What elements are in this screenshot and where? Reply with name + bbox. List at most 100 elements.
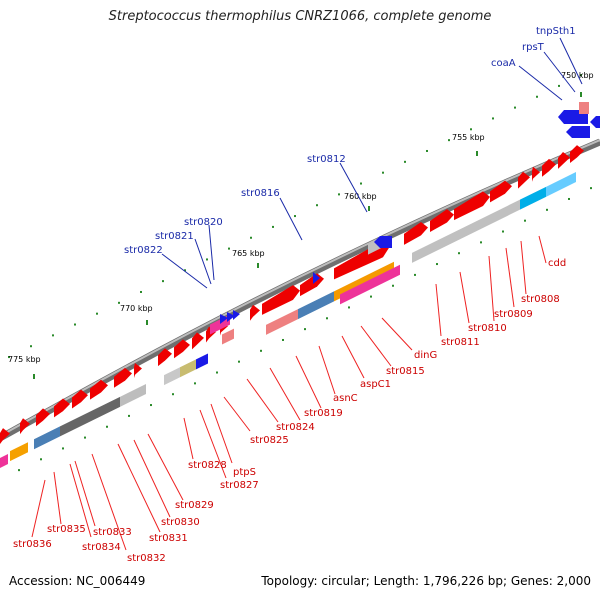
tick-dot (172, 393, 174, 396)
blue-leader-lines (161, 37, 583, 289)
gene-arrow (532, 166, 540, 182)
gene-label-rpst: rpsT (522, 42, 545, 53)
annotation-bar (0, 454, 8, 468)
gene-label-str0828: str0828 (188, 460, 227, 471)
tick-dot (194, 382, 196, 385)
scale-tick (368, 206, 370, 211)
accession-text: Accession: NC_006449 (9, 574, 146, 588)
tick-dot (294, 215, 296, 218)
tick-dot (458, 252, 460, 255)
reverse-gene-arrow (566, 126, 590, 138)
gene-label-str0815: str0815 (386, 366, 425, 377)
gene-label-str0836: str0836 (13, 539, 52, 550)
scale-label-760: 760 kbp (344, 192, 377, 201)
reverse-gene-arrow (220, 314, 228, 324)
scale-tick (33, 374, 35, 379)
tick-dot (316, 204, 318, 207)
scale-tick (580, 92, 582, 97)
gene-label-str0822: str0822 (124, 245, 163, 256)
gene-label-str0819: str0819 (304, 408, 343, 419)
tick-dot (250, 236, 252, 239)
tick-dot (228, 247, 230, 250)
tick-dot (546, 208, 548, 211)
reverse-gene-arrow (374, 236, 392, 248)
gene-label-tnpsth1: tnpSth1 (536, 26, 576, 37)
annotation-bar (164, 367, 180, 386)
scale-label-775: 775 kbp (8, 355, 41, 364)
gene-label-str0833: str0833 (93, 527, 132, 538)
gene-arrow (134, 362, 142, 378)
gene-arrow (158, 348, 172, 367)
tick-dot (128, 414, 130, 417)
gene-label-str0832: str0832 (127, 553, 166, 564)
gene-label-str0835: str0835 (47, 524, 86, 535)
tick-dot (370, 295, 372, 298)
tick-dot (580, 74, 582, 77)
tick-dot (96, 312, 98, 315)
annotation-bar (60, 396, 120, 437)
tick-dot (282, 338, 284, 341)
tick-dot (238, 360, 240, 363)
tick-dot (304, 328, 306, 331)
gene-arrow (192, 332, 204, 350)
tick-dot (206, 258, 208, 261)
tick-dot (568, 197, 570, 200)
annotation-bar (196, 353, 208, 370)
scale-label-755: 755 kbp (452, 133, 485, 142)
tick-dot (106, 425, 108, 428)
annotation-bar (34, 426, 60, 450)
gene-arrow (454, 191, 490, 221)
tick-dot (8, 356, 10, 359)
annotation-bar (222, 328, 234, 345)
tick-dot (18, 469, 20, 472)
scale-label-765: 765 kbp (232, 249, 265, 258)
gene-arrow (262, 285, 300, 315)
tick-dot (514, 106, 516, 109)
scale-label-770: 770 kbp (120, 304, 153, 313)
annotation-bar (340, 264, 400, 305)
gene-label-str0827: str0827 (220, 480, 259, 491)
tick-dot (272, 225, 274, 228)
red-leader-lines (31, 235, 547, 551)
reverse-gene-arrow (227, 312, 235, 322)
gene-arrow (90, 379, 108, 400)
tick-dot (470, 128, 472, 131)
tick-dots (8, 74, 592, 472)
tick-dot (502, 230, 504, 233)
tick-dot (84, 436, 86, 439)
gene-arrow (36, 408, 50, 427)
gene-arrow (20, 418, 30, 435)
gene-label-str0830: str0830 (161, 517, 200, 528)
annotation-bar (298, 291, 334, 320)
gene-arrow (250, 304, 260, 321)
reverse-gene-arrow (313, 272, 320, 284)
gene-label-str0825: str0825 (250, 435, 289, 446)
tick-dot (162, 280, 164, 283)
annotation-bar (10, 442, 28, 462)
scale-label-750: 750 kbp (561, 71, 594, 80)
gene-label-ding: dinG (414, 350, 437, 361)
annotation-bar (266, 309, 298, 335)
tick-dot (392, 284, 394, 287)
gene-label-str0834: str0834 (82, 542, 121, 553)
reverse-gene-arrow (233, 310, 240, 320)
gene-arrow (490, 180, 512, 203)
reverse-gene-track (220, 102, 600, 324)
gene-label-aspc1: aspC1 (360, 379, 391, 390)
annotation-bar (546, 172, 576, 197)
tick-dot (52, 334, 54, 337)
gene-label-str0831: str0831 (149, 533, 188, 544)
tick-dot (360, 182, 362, 185)
tick-dot (536, 95, 538, 98)
tick-dot (590, 187, 592, 190)
gene-arrow (558, 151, 570, 169)
tick-dot (326, 317, 328, 320)
tick-dot (492, 117, 494, 120)
annotation-bar (180, 359, 196, 378)
gene-label-ptps: ptpS (233, 467, 256, 478)
gene-label-str0821: str0821 (155, 231, 194, 242)
gene-label-asnc: asnC (333, 393, 358, 404)
tick-dot (150, 404, 152, 407)
gene-arrow (542, 158, 556, 177)
